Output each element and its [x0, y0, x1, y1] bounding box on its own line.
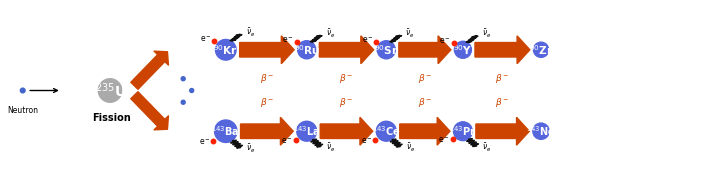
Text: e$^-$: e$^-$ — [282, 36, 294, 45]
Text: e$^-$: e$^-$ — [361, 36, 373, 45]
Ellipse shape — [377, 41, 395, 59]
Text: e$^-$: e$^-$ — [281, 136, 293, 146]
Polygon shape — [240, 36, 294, 64]
Text: $^{90}$Ru: $^{90}$Ru — [294, 43, 320, 57]
Text: $\beta^-$: $\beta^-$ — [496, 72, 510, 85]
Polygon shape — [399, 36, 451, 64]
Text: $^{90}$Y: $^{90}$Y — [454, 43, 472, 57]
Text: $^{90}$Zr: $^{90}$Zr — [529, 43, 553, 57]
Text: $^{90}$Sr: $^{90}$Sr — [374, 43, 398, 57]
Polygon shape — [400, 117, 450, 145]
Ellipse shape — [297, 121, 317, 141]
Ellipse shape — [297, 41, 316, 59]
Ellipse shape — [98, 79, 122, 102]
Ellipse shape — [190, 89, 194, 92]
Text: $\bar{\nu}_e$: $\bar{\nu}_e$ — [246, 143, 256, 155]
Ellipse shape — [21, 88, 25, 93]
Text: $\beta^-$: $\beta^-$ — [339, 96, 354, 109]
Text: e$^-$: e$^-$ — [439, 36, 451, 46]
Text: $\bar{\nu}_e$: $\bar{\nu}_e$ — [482, 28, 491, 40]
Text: e$^-$: e$^-$ — [199, 137, 211, 147]
Text: e$^-$: e$^-$ — [361, 136, 373, 146]
Polygon shape — [475, 36, 530, 64]
Ellipse shape — [181, 100, 185, 104]
Text: e$^-$: e$^-$ — [200, 35, 212, 44]
Text: $^{143}$Ba: $^{143}$Ba — [212, 124, 240, 138]
Text: Fission: Fission — [92, 113, 131, 123]
Polygon shape — [320, 36, 373, 64]
Text: $\bar{\nu}_e$: $\bar{\nu}_e$ — [246, 26, 255, 39]
Text: $\beta^-$: $\beta^-$ — [417, 72, 432, 85]
Text: $\bar{\nu}_e$: $\bar{\nu}_e$ — [327, 142, 336, 154]
Ellipse shape — [454, 122, 472, 141]
Text: $\beta^-$: $\beta^-$ — [260, 72, 274, 85]
Ellipse shape — [214, 120, 237, 142]
Text: $^{143}$Ce: $^{143}$Ce — [372, 124, 400, 138]
Ellipse shape — [181, 77, 185, 81]
Text: Neutron: Neutron — [7, 106, 38, 115]
Polygon shape — [241, 117, 293, 145]
Text: $\beta^-$: $\beta^-$ — [339, 72, 354, 85]
Text: e$^-$: e$^-$ — [438, 136, 449, 146]
Text: $^{143}$Pr: $^{143}$Pr — [449, 124, 476, 138]
Text: $\beta^-$: $\beta^-$ — [496, 96, 510, 109]
Text: $\beta^-$: $\beta^-$ — [417, 96, 432, 109]
Ellipse shape — [533, 123, 549, 139]
Ellipse shape — [454, 41, 471, 58]
Text: $\bar{\nu}_e$: $\bar{\nu}_e$ — [406, 142, 415, 154]
Polygon shape — [320, 117, 373, 145]
Polygon shape — [476, 117, 530, 145]
Ellipse shape — [376, 121, 396, 141]
Text: $\beta^-$: $\beta^-$ — [260, 96, 274, 109]
Text: $^{235}$U: $^{235}$U — [94, 81, 126, 100]
Ellipse shape — [533, 42, 549, 57]
Ellipse shape — [215, 39, 236, 60]
Text: $\bar{\nu}_e$: $\bar{\nu}_e$ — [482, 142, 492, 154]
Text: $\bar{\nu}_e$: $\bar{\nu}_e$ — [326, 28, 335, 40]
Text: $^{90}$Kr: $^{90}$Kr — [214, 43, 238, 57]
Text: $^{143}$La: $^{143}$La — [293, 124, 320, 138]
Text: $\bar{\nu}_e$: $\bar{\nu}_e$ — [405, 28, 415, 40]
Text: $^{143}$Nd: $^{143}$Nd — [526, 124, 556, 138]
